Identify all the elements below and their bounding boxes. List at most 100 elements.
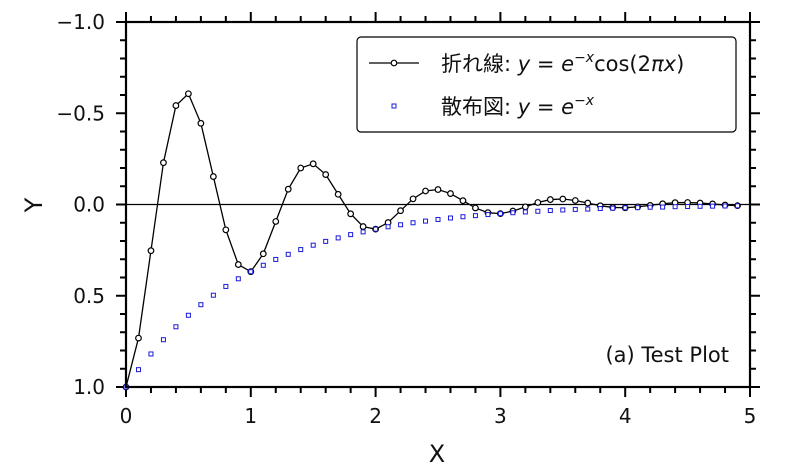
line-point-marker <box>322 171 330 178</box>
scatter-point-marker <box>223 283 229 289</box>
legend-box <box>356 36 737 133</box>
x-tick-label: 3 <box>494 404 507 428</box>
line-point-marker <box>447 190 454 197</box>
scatter-point-marker <box>235 276 241 282</box>
scatter-point-marker <box>248 269 254 275</box>
line-point-marker <box>546 196 554 203</box>
scatter-point-marker <box>323 238 329 244</box>
line-point-marker <box>559 195 567 203</box>
scatter-point-marker <box>722 203 728 209</box>
x-tick-label: 0 <box>120 404 133 428</box>
scatter-point-marker <box>635 205 641 211</box>
legend-circle-marker-icon <box>390 59 398 67</box>
scatter-point-marker <box>398 222 404 228</box>
plot-annotation: (a) Test Plot <box>605 343 729 367</box>
line-point-marker <box>197 119 205 127</box>
scatter-point-marker <box>610 205 616 211</box>
y-tick-label: 1.0 <box>73 375 105 399</box>
y-tick-label: 0.5 <box>73 284 105 308</box>
scatter-point-marker <box>622 205 628 211</box>
scatter-point-marker <box>485 212 491 218</box>
scatter-point-marker <box>710 203 716 209</box>
scatter-point-marker <box>210 292 216 298</box>
plot-frame <box>124 20 752 389</box>
line-point-marker <box>534 199 542 206</box>
scatter-point-marker <box>285 251 291 257</box>
scatter-point-marker <box>348 232 354 238</box>
scatter-point-marker <box>685 204 691 210</box>
scatter-point-marker <box>335 235 341 241</box>
legend-scatter-label: 散布図: y = e−x <box>441 93 595 119</box>
scatter-point-marker <box>735 203 741 209</box>
y-tick-label: −1.0 <box>56 10 105 34</box>
scatter-point-marker <box>135 367 141 373</box>
x-tick-label: 5 <box>744 404 757 428</box>
line-point-marker <box>209 173 217 180</box>
scatter-point-marker <box>510 210 516 216</box>
legend-square-marker-icon <box>391 103 397 109</box>
scatter-point-marker <box>385 224 391 230</box>
scatter-point-marker <box>572 206 578 212</box>
scatter-point-marker <box>273 256 279 262</box>
scatter-point-marker <box>410 220 416 226</box>
scatter-point-marker <box>660 204 666 210</box>
scatter-point-marker <box>585 206 591 212</box>
line-point-marker <box>409 195 417 203</box>
line-point-marker <box>521 203 529 211</box>
scatter-point-marker <box>460 214 466 220</box>
legend-entry-scatter: 散布図: y = e−x <box>391 93 595 119</box>
line-point-marker <box>472 204 479 212</box>
scatter-point-marker <box>260 262 266 268</box>
scatter-point-marker <box>173 324 179 330</box>
scatter-point-marker <box>472 213 478 219</box>
scatter-point-marker <box>198 302 204 308</box>
scatter-point-marker <box>560 207 566 213</box>
line-point-marker <box>459 197 467 205</box>
x-axis-label: X <box>429 440 445 468</box>
y-axis-label: Y <box>20 197 48 213</box>
scatter-point-marker <box>360 229 366 235</box>
scatter-point-marker <box>522 209 528 215</box>
x-tick-label: 1 <box>244 404 257 428</box>
line-point-marker <box>234 261 242 268</box>
y-tick-label: 0.0 <box>73 193 105 217</box>
scatter-point-marker <box>185 312 191 318</box>
line-point-marker <box>309 160 317 168</box>
line-point-marker <box>347 210 355 218</box>
scatter-point-marker <box>697 203 703 209</box>
line-point-marker <box>334 190 342 198</box>
line-point-marker <box>147 247 155 255</box>
scatter-series-markers <box>123 203 741 390</box>
scatter-point-marker <box>547 208 553 214</box>
scatter-point-marker <box>423 218 429 224</box>
scatter-point-marker <box>535 208 541 214</box>
x-tick-label: 4 <box>619 404 632 428</box>
scatter-point-marker <box>597 206 603 212</box>
line-point-marker <box>222 226 230 234</box>
scatter-point-marker <box>310 242 316 248</box>
line-point-marker <box>359 223 367 230</box>
scatter-point-marker <box>373 226 379 232</box>
line-point-marker <box>571 197 579 204</box>
line-point-marker <box>160 159 167 167</box>
scatter-point-marker <box>647 204 653 210</box>
line-point-marker <box>297 164 305 172</box>
line-point-marker <box>272 218 280 225</box>
scatter-point-marker <box>435 216 441 222</box>
line-point-marker <box>184 90 192 98</box>
line-point-marker <box>422 187 429 195</box>
scatter-point-marker <box>160 337 166 343</box>
line-point-marker <box>584 199 592 207</box>
scatter-point-marker <box>497 211 503 217</box>
legend: 折れ線: y = e−xcos(2πx) 散布図: y = e−x <box>356 36 737 133</box>
scatter-point-marker <box>298 247 304 253</box>
tick-labels: 0 1 2 3 4 5 −1.0 −0.5 0.0 0.5 1.0 <box>56 10 756 428</box>
line-point-marker <box>172 102 180 109</box>
x-tick-label: 2 <box>369 404 382 428</box>
line-point-marker <box>397 207 404 215</box>
legend-entry-line: 折れ線: y = e−xcos(2πx) <box>369 50 684 76</box>
line-point-marker <box>259 250 267 258</box>
line-point-marker <box>135 334 142 342</box>
y-tick-label: −0.5 <box>56 101 105 125</box>
